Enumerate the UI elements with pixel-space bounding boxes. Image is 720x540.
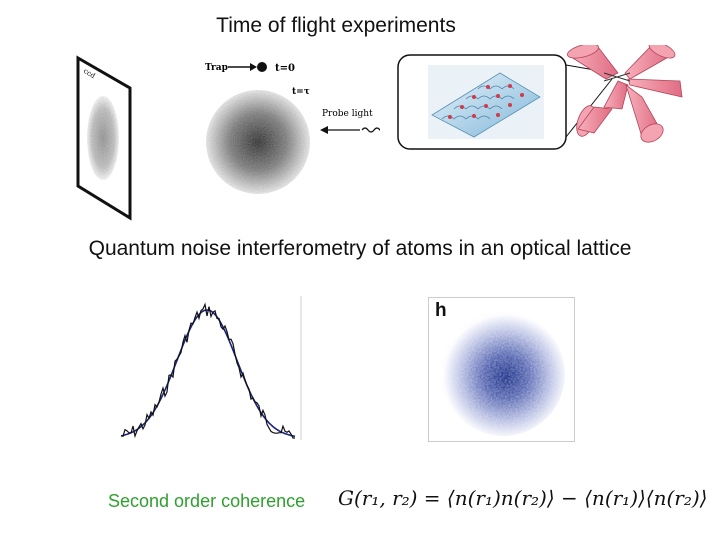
laser-beams — [567, 45, 683, 143]
probe-wave-icon — [361, 127, 380, 133]
tof-diagram: ccd Trap t=0 t=τ Probe light — [76, 55, 380, 221]
optical-lattice-figure — [397, 45, 683, 150]
coherence-caption: Second order coherence — [108, 491, 306, 511]
panel-label: h — [435, 300, 447, 321]
expanded-atom-cloud — [206, 90, 310, 194]
probe-light-label: Probe light — [322, 109, 373, 119]
t0-label: t=0 — [275, 63, 295, 74]
correlation-formula: G(r₁, r₂) = ⟨n(r₁)n(r₂)⟩ − ⟨n(r₁)⟩⟨n(r₂)… — [338, 486, 708, 510]
noise-correlation-panel: h — [428, 297, 575, 442]
probe-arrow-icon — [320, 126, 328, 134]
noisy-profile-line — [120, 302, 295, 439]
lattice-surface — [428, 65, 544, 139]
ttau-label: t=τ — [292, 87, 310, 97]
trapped-atoms-dot — [257, 62, 267, 72]
density-profile-plot — [120, 296, 302, 440]
section-title: Quantum noise interferometry of atoms in… — [88, 237, 632, 260]
detection-screen — [76, 55, 132, 221]
trap-label: Trap — [205, 63, 228, 73]
slide-title: Time of flight experiments — [216, 14, 456, 37]
